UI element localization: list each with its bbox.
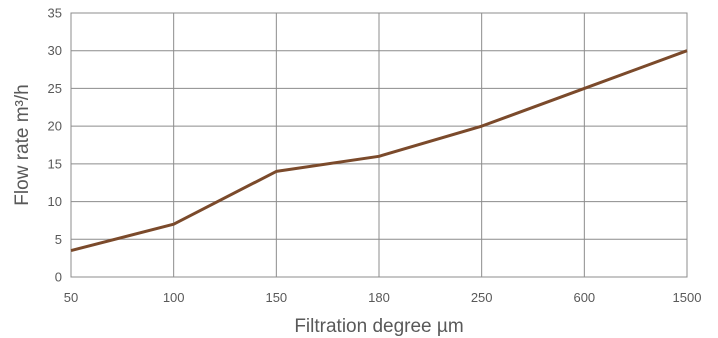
x-tick-label-100: 100 [163, 290, 185, 305]
plot-area-frame [70, 12, 688, 278]
y-tick-label-15: 15 [48, 156, 62, 171]
y-tick-label-10: 10 [48, 194, 62, 209]
y-axis-title: Flow rate m³/h [12, 84, 33, 205]
x-axis-tick-labels: 50 100 150 180 250 600 1500 [64, 290, 702, 305]
y-tick-label-20: 20 [48, 119, 62, 134]
x-tick-label-1500: 1500 [673, 290, 702, 305]
y-tick-label-30: 30 [48, 43, 62, 58]
y-tick-label-5: 5 [55, 232, 62, 247]
x-axis-title: Filtration degree µm [294, 316, 463, 337]
x-tick-label-600: 600 [573, 290, 595, 305]
y-tick-label-25: 25 [48, 81, 62, 96]
x-tick-label-180: 180 [368, 290, 390, 305]
x-tick-label-250: 250 [471, 290, 493, 305]
y-tick-label-0: 0 [55, 270, 62, 285]
series-group [70, 49, 688, 253]
y-axis-tick-labels: 0 5 10 15 20 25 30 35 [48, 6, 62, 285]
x-tick-label-50: 50 [64, 290, 78, 305]
vertical-gridlines [70, 13, 688, 277]
series-line-0 [70, 49, 688, 253]
x-tick-label-150: 150 [265, 290, 287, 305]
y-tick-label-35: 35 [48, 6, 62, 21]
